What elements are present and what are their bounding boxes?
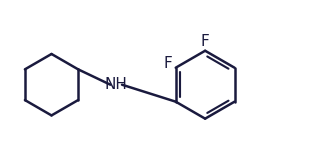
Text: F: F bbox=[201, 34, 210, 49]
Text: F: F bbox=[163, 56, 172, 71]
Text: NH: NH bbox=[105, 77, 128, 92]
